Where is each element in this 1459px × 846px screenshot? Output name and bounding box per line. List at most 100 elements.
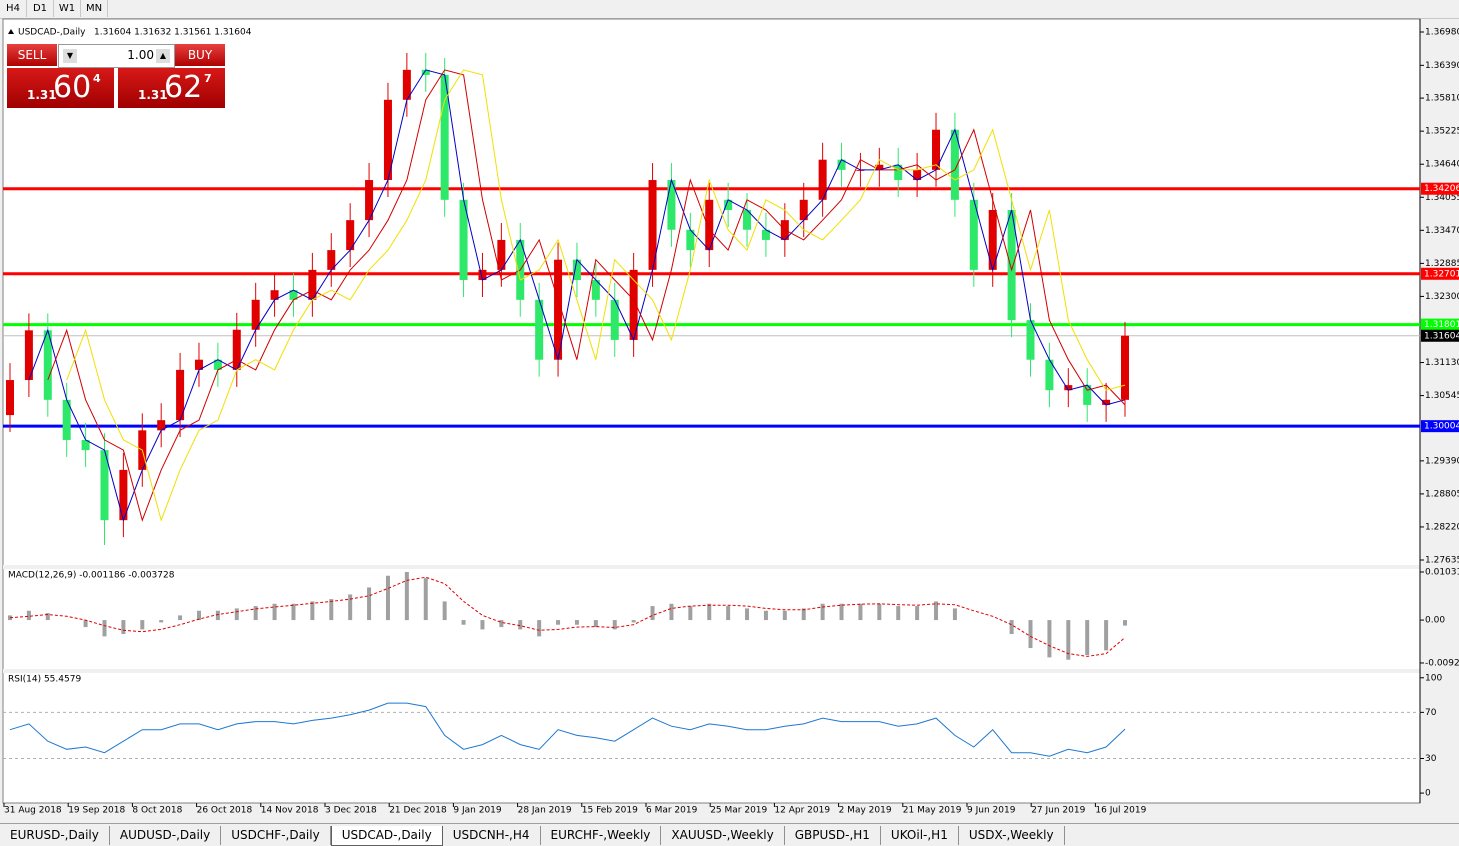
macd-label: MACD(12,26,9) -0.001186 -0.003728 <box>8 571 175 581</box>
candle-body <box>6 380 14 416</box>
candle-body <box>894 164 903 181</box>
sell-price[interactable]: 1.31 60 4 <box>7 68 114 108</box>
sell-button[interactable]: SELL <box>7 44 57 66</box>
symbol-tab[interactable]: USDCAD-,Daily <box>330 826 443 846</box>
lot-box[interactable]: ▼ 1.00 ▲ <box>58 44 175 68</box>
macd-signal <box>9 576 1126 657</box>
candle-body <box>610 299 619 340</box>
date-label: 28 Jan 2019 <box>518 806 572 816</box>
macd-tick-label: 0.00 <box>1425 616 1445 626</box>
price-tick-label: 1.28220 <box>1425 522 1459 532</box>
date-label: 15 Feb 2019 <box>582 806 638 816</box>
chart-frame <box>2 18 1421 804</box>
candle-body <box>346 220 355 251</box>
candle-body <box>100 450 109 521</box>
buy-price[interactable]: 1.31 62 7 <box>118 68 225 108</box>
candle-body <box>554 259 563 360</box>
price-tick-label: 1.34640 <box>1425 160 1459 170</box>
candle-body <box>705 199 714 251</box>
candle-body <box>176 369 185 421</box>
date-label: 8 Oct 2018 <box>132 806 182 816</box>
level-tag <box>1421 267 1459 280</box>
symbol-tab[interactable]: GBPUSD-,H1 <box>785 826 881 845</box>
symbol-tab[interactable]: USDCHF-,Daily <box>221 826 331 845</box>
level-tag <box>1421 318 1459 331</box>
date-label: 14 Nov 2018 <box>261 806 319 816</box>
level-tag-label: 1.34206 <box>1424 184 1459 194</box>
lot-value: 1.00 <box>127 48 154 62</box>
candle-body <box>459 199 468 281</box>
price-tick-label: 1.35810 <box>1425 94 1459 104</box>
macd-tick-label: 0.010311 <box>1425 568 1459 578</box>
candle-body <box>591 280 600 300</box>
level-tag <box>1421 182 1459 195</box>
price-main: 60 <box>53 70 92 105</box>
rsi-label: RSI(14) 55.4579 <box>8 675 81 685</box>
buy-button[interactable]: BUY <box>175 44 225 66</box>
level-tag <box>1421 420 1459 433</box>
candle-body <box>62 399 71 440</box>
timeframe-button[interactable]: MN <box>81 0 108 17</box>
candle-body <box>213 359 222 370</box>
price-main: 62 <box>164 70 203 105</box>
symbol-tab[interactable]: USDCNH-,H4 <box>443 826 541 845</box>
date-label: 6 Mar 2019 <box>646 806 698 816</box>
lot-up[interactable]: ▲ <box>156 49 170 63</box>
timeframe-button[interactable]: W1 <box>54 0 81 17</box>
price-big: 1.31 <box>27 88 57 102</box>
rsi-line <box>9 702 1126 757</box>
date-label: 27 Jun 2019 <box>1031 806 1085 816</box>
price-tick-label: 1.33470 <box>1425 226 1459 236</box>
candle-body <box>232 329 241 370</box>
date-label: 9 Jan 2019 <box>453 806 501 816</box>
symbol-tab[interactable]: AUDUSD-,Daily <box>110 826 222 845</box>
symbol-tab[interactable]: XAUUSD-,Weekly <box>661 826 785 845</box>
candle-body <box>1121 335 1129 400</box>
candle-body <box>950 129 959 200</box>
candle-body <box>497 239 506 270</box>
candle-body <box>308 269 317 300</box>
rsi-tick-label: 70 <box>1425 708 1437 718</box>
candle-body <box>761 229 770 240</box>
moving-average <box>66 69 1126 522</box>
moving-average <box>28 69 1126 522</box>
candle-body <box>724 199 733 210</box>
panel-gap <box>3 669 1420 673</box>
price-tick-label: 1.27635 <box>1425 556 1459 566</box>
date-label: 2 May 2019 <box>839 806 892 816</box>
symbol-tab[interactable]: EURCHF-,Weekly <box>541 826 662 845</box>
date-label: 21 Dec 2018 <box>389 806 447 816</box>
candle-body <box>251 299 260 330</box>
price-tick-label: 1.29390 <box>1425 456 1459 466</box>
panel-gap <box>3 565 1420 569</box>
candle-body <box>667 180 676 230</box>
candle-body <box>1026 320 1035 360</box>
candle-body <box>743 209 752 230</box>
candle-body <box>440 74 449 200</box>
price-tick-label: 1.35225 <box>1425 127 1459 137</box>
candle-body <box>572 259 581 281</box>
symbol-tab[interactable]: EURUSD-,Daily <box>0 826 110 845</box>
price-tick-label: 1.36390 <box>1425 61 1459 71</box>
candle-body <box>913 169 922 181</box>
candle-body <box>383 99 392 181</box>
symbol-arrow <box>8 29 14 34</box>
timeframe-button[interactable]: H4 <box>0 0 27 17</box>
date-label: 26 Oct 2018 <box>197 806 253 816</box>
candle-body <box>837 159 846 170</box>
symbol-tab[interactable]: USDX-,Weekly <box>959 826 1065 845</box>
timeframe-button[interactable]: D1 <box>27 0 54 17</box>
candle-body <box>157 420 166 431</box>
candle-body <box>648 180 657 270</box>
level-tag-label: 1.31801 <box>1424 320 1459 330</box>
lot-down[interactable]: ▼ <box>63 49 77 63</box>
rsi-tick-label: 0 <box>1425 789 1431 799</box>
quote-label: 1.31604 1.31632 1.31561 1.31604 <box>94 28 252 38</box>
price-tick-label: 1.32300 <box>1425 292 1459 302</box>
candle-body <box>799 199 808 221</box>
symbol-tab[interactable]: UKOil-,H1 <box>881 826 959 845</box>
date-label: 25 Mar 2019 <box>710 806 767 816</box>
date-label: 12 Apr 2019 <box>774 806 830 816</box>
candle-body <box>818 159 827 200</box>
